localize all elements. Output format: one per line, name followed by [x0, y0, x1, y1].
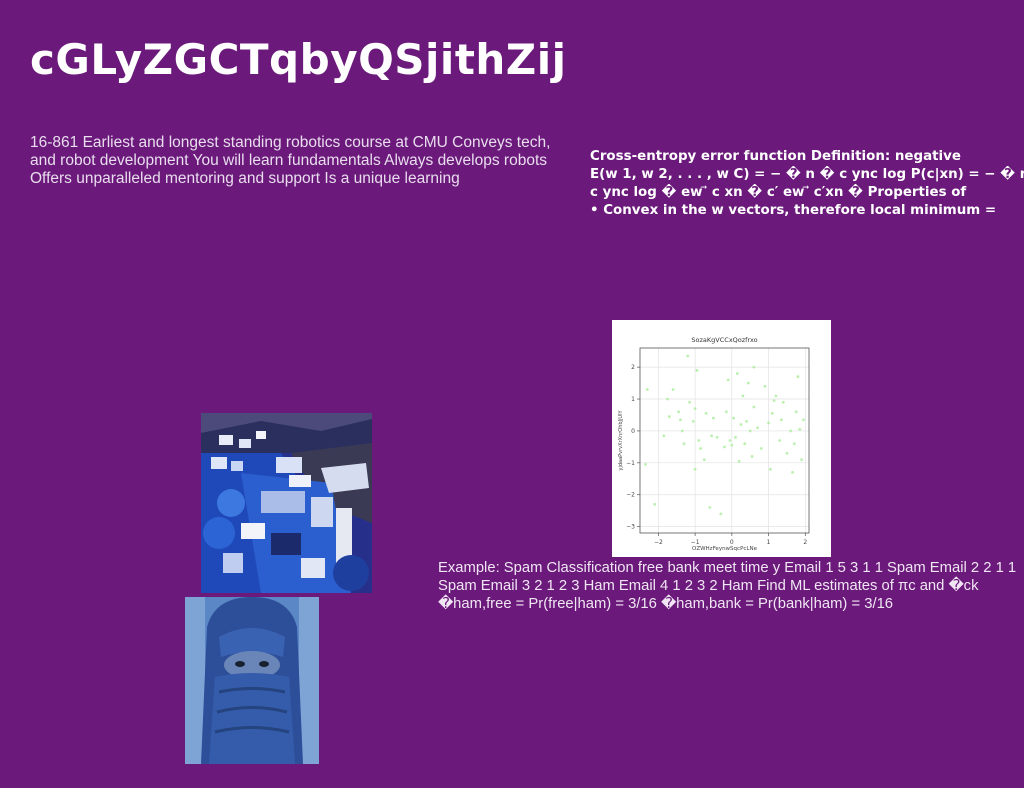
chart-point [800, 458, 804, 462]
chart-point [682, 442, 686, 446]
chart-point [739, 423, 743, 426]
chart-point [735, 372, 739, 375]
chart-title: SozaKgVCCxQozfrxo [691, 336, 757, 344]
chart-x-tick-label: −1 [691, 539, 700, 546]
chart-point [756, 426, 759, 430]
cross-entropy-definition: Cross-entropy error function Definition:… [590, 148, 1024, 224]
chart-point [743, 442, 747, 446]
cross-entropy-line: E(w 1, w 2, . . . , w C) = − � n � c ync… [590, 167, 1024, 182]
chart-point [645, 388, 649, 391]
chart-point [778, 439, 782, 442]
chart-point [653, 502, 657, 506]
chart-point [759, 447, 763, 450]
chart-y-tick-label: 1 [631, 396, 635, 403]
chart-point [667, 415, 671, 418]
chart-point [662, 434, 666, 438]
chart-point [719, 512, 723, 516]
chart-point [708, 506, 712, 509]
blue-turban-portrait-image [185, 597, 319, 764]
chart-point [794, 410, 798, 414]
chart-point [791, 470, 794, 474]
chart-point [644, 463, 647, 466]
chart-point [772, 399, 776, 403]
chart-x-axis-label: OZWHzFeynwSqcPcLNe [692, 546, 758, 552]
chart-point [671, 388, 675, 391]
chart-point [680, 429, 684, 433]
chart-point [796, 375, 800, 379]
portrait-photo [185, 597, 319, 764]
chart-point [763, 384, 767, 388]
chart-point [723, 445, 726, 449]
chart-y-tick-label: 2 [631, 364, 635, 371]
chart-point [695, 368, 699, 372]
chart-x-tick-label: −2 [654, 539, 663, 546]
harbor-photo [201, 413, 372, 593]
chart-y-axis-label: yjdaaPvrvXrXnrOhbJjUlY [618, 410, 624, 471]
chart-point [691, 419, 695, 423]
chart-x-tick-label: 2 [803, 539, 807, 546]
chart-y-tick-label: 0 [631, 428, 635, 435]
chart-point [789, 429, 793, 433]
chart-point [732, 416, 736, 420]
chart-point [699, 447, 703, 450]
chart-point [677, 410, 680, 414]
chart-point [745, 419, 748, 423]
chart-point [686, 354, 690, 358]
chart-x-tick-label: 1 [767, 539, 771, 546]
chart-point [781, 400, 785, 404]
chart-point [704, 411, 708, 415]
chart-y-tick-label: −2 [626, 492, 635, 499]
chart-point [693, 407, 697, 411]
chart-point [726, 378, 730, 382]
chart-y-tick-label: −1 [626, 460, 635, 467]
slide-title: cGLyZGCTqbyQSjithZij [30, 35, 567, 84]
cross-entropy-line: c ync log � ew ⃗ c xn � c′ ew ⃗ c′xn � P… [590, 185, 967, 200]
chart-point [688, 400, 691, 404]
scatter-chart: −2 −1 0 1 2 2 1 0 −1 −2 −3 SozaKgVCCxQozfrxo OZWHzFe… [612, 320, 831, 557]
spam-classification-example: Example: Spam Classification free bank m… [438, 560, 1017, 612]
scatter-chart-svg: −2 −1 0 1 2 2 1 0 −1 −2 −3 SozaKgVCCxQozfrxo OZWHzFe… [618, 336, 810, 552]
chart-point [724, 410, 728, 414]
chart-point [774, 394, 778, 398]
chart-point [785, 451, 789, 455]
chart-point [693, 467, 697, 471]
chart-point [710, 434, 714, 438]
chart-plot-frame [639, 347, 810, 534]
chart-point [750, 455, 754, 458]
chart-point [702, 458, 706, 462]
chart-point [752, 405, 756, 409]
cross-entropy-line: Cross-entropy error function Definition:… [590, 149, 961, 164]
chart-point [715, 435, 719, 439]
chart-point [697, 439, 701, 442]
chart-point [741, 394, 745, 398]
chart-point [802, 418, 805, 422]
harbor-village-image [201, 413, 372, 593]
chart-point [734, 435, 737, 439]
chart-point [728, 439, 732, 442]
chart-point [767, 421, 770, 425]
chart-point [737, 459, 741, 463]
chart-point [746, 381, 750, 385]
chart-point [666, 397, 669, 401]
chart-point [752, 365, 756, 369]
chart-x-tick-label: 0 [730, 539, 734, 546]
chart-point [748, 429, 752, 433]
chart-point [712, 416, 715, 420]
chart-point [770, 411, 774, 415]
chart-point [730, 443, 734, 447]
chart-point [798, 427, 802, 431]
chart-point [769, 467, 772, 471]
course-description: 16-861 Earliest and longest standing rob… [30, 134, 551, 187]
cross-entropy-line: • Convex in the w vectors, therefore loc… [590, 203, 997, 218]
chart-y-tick-label: −3 [626, 524, 635, 531]
chart-point [679, 418, 682, 422]
chart-point [792, 442, 796, 446]
chart-point [780, 418, 783, 422]
